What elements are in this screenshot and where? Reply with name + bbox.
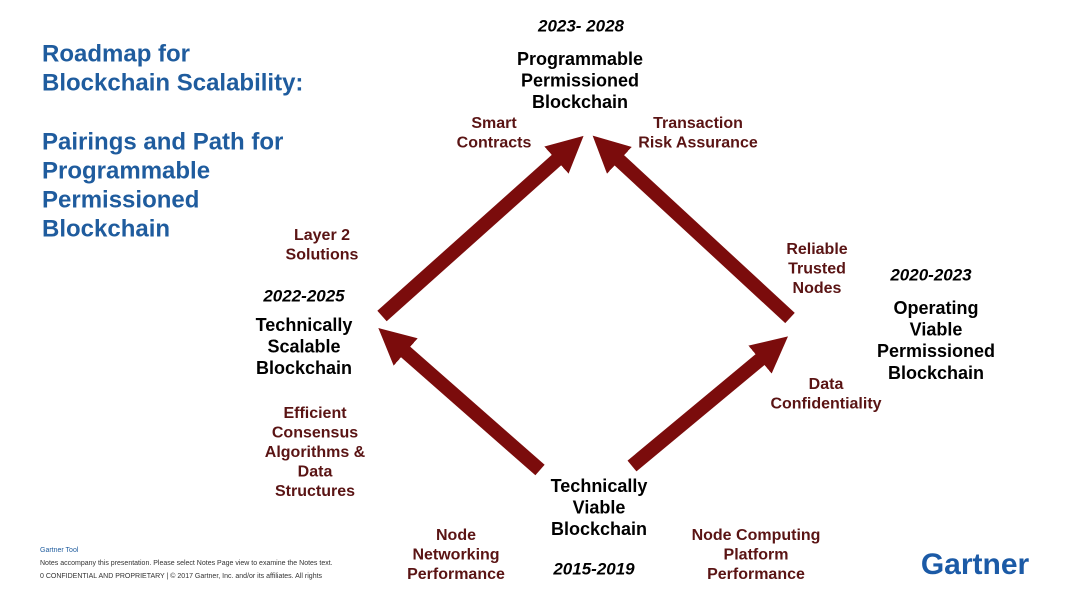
pairing-label: Reliable <box>786 241 847 258</box>
pairing-label: Transaction <box>653 115 743 132</box>
pairing-label: Solutions <box>286 247 359 264</box>
title-line: Blockchain Scalability: <box>42 69 303 96</box>
node-label: Blockchain <box>888 363 984 383</box>
node-label: Technically <box>256 315 353 335</box>
pairing-label: Networking <box>412 547 499 564</box>
node-label: Blockchain <box>256 358 352 378</box>
node-label: Blockchain <box>532 92 628 112</box>
pairing-label: Contracts <box>457 135 532 152</box>
pairing-label: Efficient <box>283 405 347 422</box>
pairing-label: Structures <box>275 483 355 500</box>
pairing-label: Consensus <box>272 425 358 442</box>
pairing-label: Smart <box>471 115 517 132</box>
node-period: 2020-2023 <box>889 265 972 284</box>
pairing-label: Confidentiality <box>770 396 881 413</box>
footer-source: Gartner Tool <box>40 547 79 554</box>
node-label: Technically <box>551 476 648 496</box>
node-period: 2023- 2028 <box>537 16 625 35</box>
node-label: Viable <box>910 319 963 339</box>
node-label: Permissioned <box>521 70 639 90</box>
node-label: Viable <box>573 497 626 517</box>
arrow <box>378 327 545 476</box>
subtitle-line: Pairings and Path for <box>42 128 283 155</box>
subtitle-line: Blockchain <box>42 215 170 242</box>
arrow <box>377 135 584 322</box>
arrow <box>627 336 788 472</box>
arrows <box>377 135 795 476</box>
footer-note: Notes accompany this presentation. Pleas… <box>40 560 333 567</box>
pairing-label: Nodes <box>793 280 842 297</box>
arrow <box>592 135 795 324</box>
node-label: Blockchain <box>551 519 647 539</box>
logo: Gartner <box>921 548 1030 581</box>
pairing-label: Performance <box>707 566 805 583</box>
footer-legal: 0 CONFIDENTIAL AND PROPRIETARY | © 2017 … <box>40 572 323 580</box>
subtitle-line: Permissioned <box>42 186 199 213</box>
node-label: Permissioned <box>877 341 995 361</box>
node-label: Scalable <box>267 336 340 356</box>
subtitle-line: Programmable <box>42 157 210 184</box>
title-line: Roadmap for <box>42 40 190 67</box>
pairing-label: Node <box>436 527 476 544</box>
pairing-label: Data <box>298 464 333 481</box>
node-period: 2022-2025 <box>262 286 345 305</box>
node-label: Operating <box>893 298 978 318</box>
pairing-label: Platform <box>724 547 789 564</box>
pairing-label: Layer 2 <box>294 227 350 244</box>
pairing-label: Performance <box>407 566 505 583</box>
node-label: Programmable <box>517 49 643 69</box>
pairing-label: Node Computing <box>692 527 821 544</box>
pairing-label: Risk Assurance <box>638 135 758 152</box>
node-period: 2015-2019 <box>552 559 635 578</box>
pairing-label: Trusted <box>788 261 846 278</box>
pairing-label: Data <box>809 376 844 393</box>
pairing-label: Algorithms & <box>265 444 366 461</box>
